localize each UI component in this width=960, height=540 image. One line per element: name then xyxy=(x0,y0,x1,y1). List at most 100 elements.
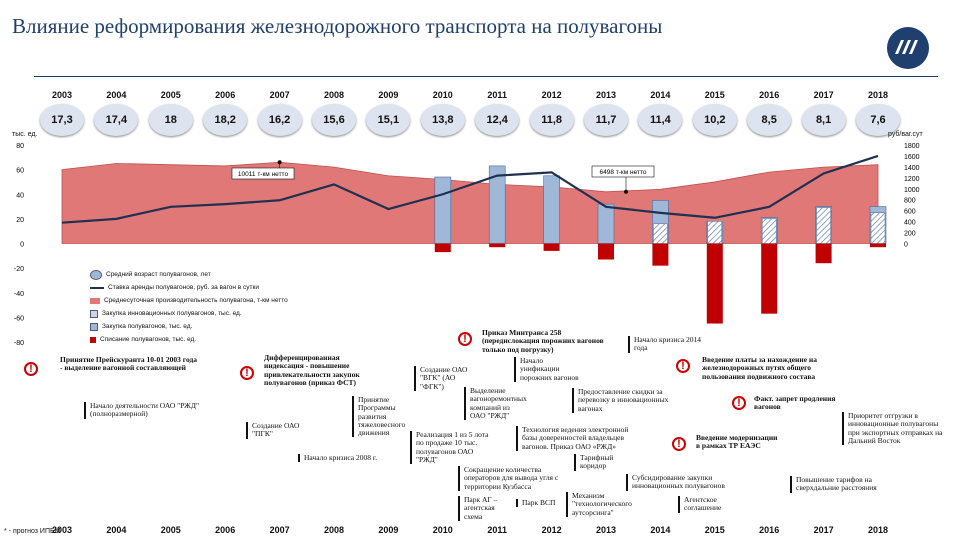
age-value-label: 8,1 xyxy=(801,104,846,136)
year-label-bottom: 2015 xyxy=(704,525,725,535)
age-value-label: 17,4 xyxy=(94,104,139,136)
innovative-purchase-bar xyxy=(870,212,886,244)
right-tick-label: 200 xyxy=(904,231,916,238)
left-tick-label: 40 xyxy=(16,192,24,199)
title-divider xyxy=(34,76,938,77)
annotation-label: 6498 т-км нетто xyxy=(599,169,646,176)
right-tick-label: 800 xyxy=(904,198,916,205)
warning-icon: ! xyxy=(672,437,686,451)
event-text: Создание ОАО "ПГК" xyxy=(246,421,312,439)
year-label-bottom: 2005 xyxy=(160,525,181,535)
year-label-top: 2008 xyxy=(323,90,345,100)
year-label-top: 2009 xyxy=(378,90,399,100)
event-text: Реализация 1 из 5 лота по продаже 10 тыс… xyxy=(410,430,490,464)
right-tick-label: 400 xyxy=(904,220,916,227)
innovative-purchase-bar xyxy=(707,221,723,244)
annotation-box xyxy=(591,165,655,178)
purchase-bar xyxy=(543,175,560,244)
year-label-bottom: 2006 xyxy=(215,525,236,535)
write-off-bar xyxy=(815,243,832,264)
event-text: Принятие Программы развития тяжеловесног… xyxy=(352,395,418,438)
year-label-top: 2004 xyxy=(106,90,127,100)
left-tick-label: 60 xyxy=(16,168,24,175)
legend-age: Средний возраст полувагонов, лет xyxy=(106,271,211,278)
age-value-label: 18,2 xyxy=(203,104,248,136)
event-text: Парк АГ – агентская схема xyxy=(458,495,512,521)
rental-rate-line xyxy=(61,154,879,224)
page-title: Влияние реформирования железнодорожного … xyxy=(12,14,663,38)
left-tick-label: 0 xyxy=(20,242,24,249)
right-tick-label: 1400 xyxy=(904,165,920,172)
year-label-top: 2005 xyxy=(160,90,181,100)
write-off-bar xyxy=(652,243,669,266)
year-label-top: 2011 xyxy=(487,90,507,100)
age-value-label: 13,8 xyxy=(420,104,465,136)
age-value-label: 16,2 xyxy=(257,104,302,136)
year-label-top: 2017 xyxy=(813,90,834,100)
productivity-area xyxy=(61,161,879,244)
event-text: Создание ОАО "ВГК" (АО "ФГК") xyxy=(414,365,480,391)
write-off-bar xyxy=(761,243,778,314)
year-label-top: 2014 xyxy=(650,90,671,100)
warning-icon: ! xyxy=(732,396,746,410)
event-text: Предоставление скидки за перевозку в инн… xyxy=(572,387,678,413)
event-text: Парк ВСП xyxy=(516,498,566,508)
left-tick-label: -60 xyxy=(14,315,24,322)
year-label-bottom: 2003 xyxy=(51,525,73,535)
footnote: * - прогноз ИПЕМ xyxy=(4,528,61,535)
age-value-label: 12,4 xyxy=(475,104,520,136)
event-text: Субсидирование закупки инновационных пол… xyxy=(626,473,750,491)
year-label-top: 2010 xyxy=(432,90,453,100)
right-tick-label: 0 xyxy=(904,242,908,249)
event-text: Факт. запрет продления вагонов xyxy=(754,394,836,412)
chart-legend: Средний возраст полувагонов, лет Ставка … xyxy=(90,268,288,346)
company-logo xyxy=(887,27,929,69)
event-text: Начало унификации порожних вагонов xyxy=(514,356,580,382)
year-label-bottom: 2011 xyxy=(487,525,507,535)
age-value-label: 7,6 xyxy=(856,104,900,136)
age-value-label: 17,3 xyxy=(40,104,84,136)
year-label-bottom: 2013 xyxy=(595,525,617,535)
year-label-top: 2003 xyxy=(51,90,73,100)
event-text: Повышение тарифов на сверхдальние рассто… xyxy=(790,475,892,493)
year-label-top: 2012 xyxy=(541,90,562,100)
legend-productivity: Среднесуточная производительность полува… xyxy=(104,297,288,304)
age-value-label: 11,4 xyxy=(638,104,683,136)
left-tick-label: 20 xyxy=(16,217,24,224)
event-text: Выделение вагоноремонтных компаний из ОА… xyxy=(464,386,527,420)
event-text: Тарифный коридор xyxy=(574,453,636,471)
purchase-bar xyxy=(597,203,615,244)
left-tick-label: -80 xyxy=(14,340,24,347)
age-value-label: 10,2 xyxy=(692,104,737,136)
left-tick-label: 80 xyxy=(16,143,24,150)
warning-icon: ! xyxy=(676,359,690,373)
right-tick-label: 1800 xyxy=(904,143,920,150)
year-label-bottom: 2017 xyxy=(813,525,834,535)
age-value-label: 8,5 xyxy=(747,104,792,136)
annotation-label: 10011 т-км нетто xyxy=(238,171,289,178)
event-text: Принятие Прейскуранта 10-01 2003 года - … xyxy=(60,355,198,373)
innovative-purchase-bar xyxy=(653,223,668,244)
year-label-top: 2007 xyxy=(269,90,290,100)
innovative-purchase-bar xyxy=(761,218,777,244)
year-label-bottom: 2008 xyxy=(323,525,345,535)
event-text: Приказ Минтранса 258 (передислокация пор… xyxy=(482,328,604,354)
write-off-bar xyxy=(598,243,614,260)
warning-icon: ! xyxy=(240,366,254,380)
left-tick-label: -20 xyxy=(14,266,24,273)
legend-rate: Ставка аренды полувагонов, руб. за вагон… xyxy=(108,284,259,291)
write-off-bar xyxy=(543,243,560,251)
right-axis-unit: руб/ваг.сут xyxy=(888,131,923,138)
write-off-bar xyxy=(706,243,723,324)
year-label-top: 2018 xyxy=(867,90,889,100)
event-text: Агентское соглашение xyxy=(678,495,746,513)
right-tick-label: 600 xyxy=(904,209,916,216)
event-text: Приоритет отгрузки в инновационные полув… xyxy=(842,411,946,445)
purchase-bar xyxy=(434,176,452,244)
age-value-label: 11,8 xyxy=(529,104,574,136)
year-label-bottom: 2010 xyxy=(432,525,453,535)
year-label-top: 2013 xyxy=(595,90,617,100)
year-label-bottom: 2018 xyxy=(867,525,889,535)
left-tick-label: -40 xyxy=(14,291,24,298)
right-tick-label: 1000 xyxy=(904,187,920,194)
